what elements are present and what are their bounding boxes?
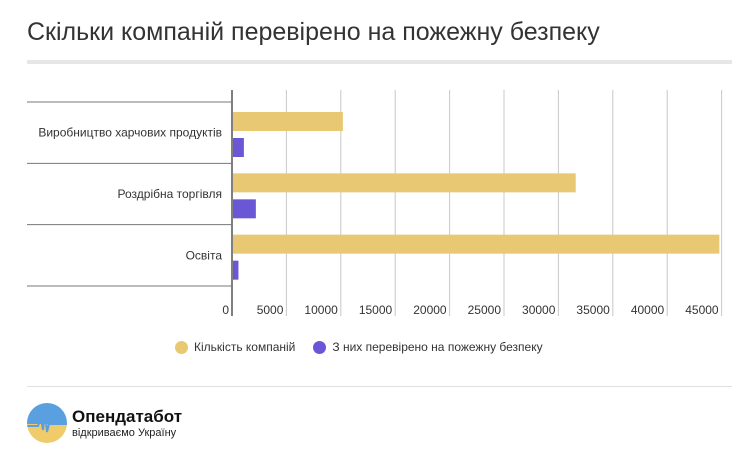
legend-swatch [175,340,188,354]
logo: Опендатабот відкриваємо Україну [26,402,182,444]
logo-name: Опендатабот [72,407,183,426]
legend: Кількість компаній З них перевірено на п… [175,340,543,354]
x-tick-label: 25000 [468,303,502,317]
x-tick-label: 35000 [576,303,610,317]
page-title: Скільки компаній перевірено на пожежну б… [27,18,600,46]
bar-checked [233,138,244,157]
bar-total [233,173,576,193]
logo-tagline: відкриваємо Україну [72,427,177,439]
bar-checked [233,260,239,280]
x-tick-label: 15000 [359,303,393,317]
category-label: Освіта [186,248,223,262]
footer-divider [27,386,732,387]
bar-checked [233,199,256,219]
legend-swatch [313,340,327,354]
bar-total [233,234,720,254]
category-label: Виробництво харчових продуктів [38,126,222,140]
x-tick-label: 40000 [631,303,665,317]
x-tick-label: 30000 [522,303,556,317]
title-divider [27,60,732,64]
x-tick-label: 20000 [413,303,447,317]
bar-chart: 0 5000 10000 15000 20000 25000 30000 35000 40000… [27,90,723,317]
x-tick-label: 0 [222,303,229,317]
x-tick-label: 10000 [304,303,338,317]
logo-icon [27,403,67,443]
category-label: Роздрібна торгівля [118,187,222,201]
bar-total [233,112,343,131]
legend-label: З них перевірено на пожежну безпеку [332,340,543,354]
legend-item-checked: З них перевірено на пожежну безпеку [313,340,543,354]
x-tick-label: 45000 [685,303,719,317]
x-tick-label: 5000 [257,303,284,317]
legend-label: Кількість компаній [194,340,296,354]
legend-item-total: Кількість компаній [175,340,295,354]
